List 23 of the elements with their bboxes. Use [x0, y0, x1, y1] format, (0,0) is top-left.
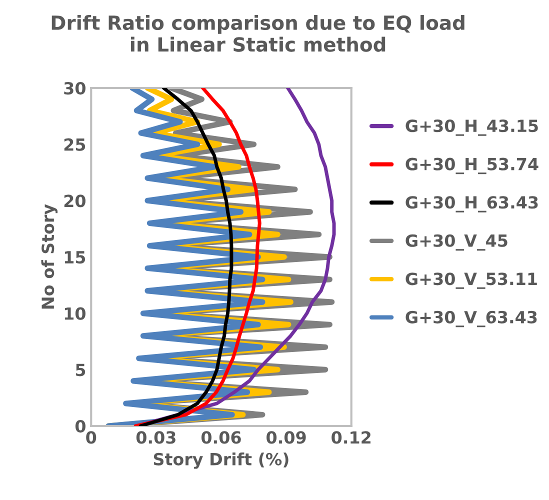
y-tick-label: 30	[64, 82, 86, 95]
legend-label: G+30_H_63.43	[406, 196, 538, 212]
y-tick-label: 15	[64, 251, 86, 264]
x-axis-title: Story Drift (%)	[154, 452, 288, 469]
y-tick-label: 20	[64, 194, 86, 208]
x-tick-label: 0.03	[136, 431, 176, 444]
x-tick-label: 0.12	[332, 431, 370, 444]
legend-label: G+30_V_63.43	[406, 310, 537, 328]
y-tick-label: 5	[76, 364, 86, 376]
y-axis-title: No of Story	[41, 204, 58, 309]
line-series	[134, 88, 262, 426]
legend-label: G+30_V_53.11	[406, 272, 537, 289]
y-tick-label: 0	[75, 420, 86, 433]
x-tick-label: 0	[86, 431, 96, 444]
x-tick-label: 0.06	[201, 431, 241, 444]
chart-title: Drift Ratio comparison due to EQ load in Linear Static method	[52, 15, 464, 52]
x-tick-label: 0.09	[266, 431, 306, 444]
legend-label: G+30_V_45	[406, 234, 508, 251]
line-series	[138, 88, 234, 426]
legend-label: G+30_H_53.74	[406, 158, 538, 174]
y-tick-label: 10	[64, 307, 86, 320]
y-tick-label: 25	[64, 138, 86, 151]
legend-label: G+30_H_43.15	[406, 120, 538, 136]
